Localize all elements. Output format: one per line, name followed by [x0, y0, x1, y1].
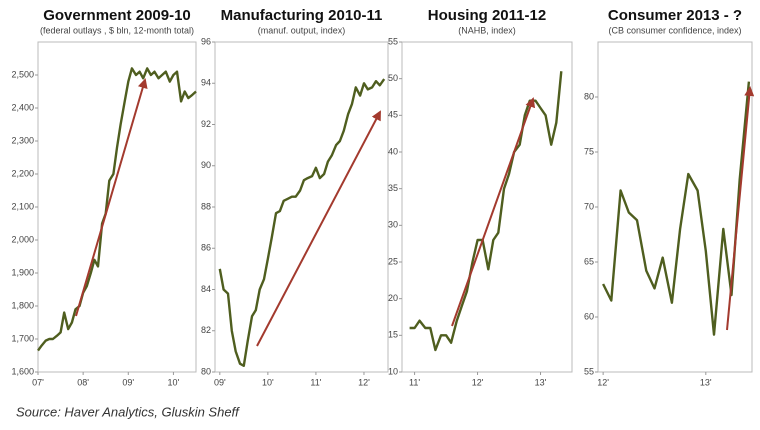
panel: Manufacturing 2010-11(manuf. output, ind… [201, 7, 389, 387]
y-tick-label: 2,200 [11, 168, 34, 178]
data-line [409, 71, 563, 352]
trend-arrow [256, 110, 381, 347]
x-tick-label: 10' [168, 377, 180, 387]
y-tick-label: 30 [388, 220, 398, 230]
y-tick-label: 2,500 [11, 69, 34, 79]
x-tick-label: 09' [214, 377, 226, 387]
chart-title: Housing 2011-12 [428, 7, 546, 24]
y-tick-label: 45 [388, 110, 398, 120]
chart-title: Government 2009-10 [43, 7, 191, 24]
y-tick-label: 10 [388, 366, 398, 376]
trend-arrow [726, 86, 755, 331]
y-tick-label: 65 [584, 256, 594, 266]
y-tick-label: 1,800 [11, 300, 34, 310]
panel: Housing 2011-12(NAHB, index) 10 15 20 25 30 35… [388, 7, 573, 387]
y-tick-label: 70 [584, 201, 594, 211]
y-tick-label: 2,400 [11, 102, 34, 112]
plot-frame [597, 41, 753, 373]
y-tick-label: 60 [584, 311, 594, 321]
y-tick-label: 2,000 [11, 234, 34, 244]
data-line [218, 78, 386, 367]
chart-title: Consumer 2013 - ? [608, 7, 742, 24]
panel: Government 2009-10(federal outlays , $ b… [11, 7, 197, 387]
x-tick-label: 13' [535, 377, 547, 387]
y-tick-label: 88 [201, 201, 211, 211]
y-tick-label: 82 [201, 325, 211, 335]
x-tick-label: 11' [310, 377, 321, 387]
y-tick-label: 84 [201, 284, 211, 294]
panel: Consumer 2013 - ?(CB consumer confidence… [584, 7, 753, 387]
y-tick-label: 20 [388, 293, 398, 303]
arrows [75, 78, 755, 347]
chart-subtitle: (manuf. output, index) [258, 25, 346, 35]
trend-arrow [451, 97, 536, 327]
x-tick-label: 07' [32, 377, 44, 387]
y-tick-label: 15 [388, 330, 398, 340]
y-tick-label: 1,700 [11, 333, 34, 343]
x-tick-label: 11' [409, 377, 420, 387]
y-tick-label: 50 [388, 73, 398, 83]
y-tick-label: 94 [201, 78, 211, 88]
y-tick-label: 55 [388, 36, 398, 46]
y-tick-label: 90 [201, 160, 211, 170]
chart-subtitle: (federal outlays , $ bln, 12-month total… [40, 25, 194, 35]
chart-subtitle: (CB consumer confidence, index) [608, 25, 741, 35]
y-tick-label: 1,900 [11, 267, 34, 277]
y-tick-label: 80 [201, 366, 211, 376]
x-tick-label: 12' [597, 377, 609, 387]
y-tick-label: 40 [388, 146, 398, 156]
y-tick-label: 1,600 [11, 366, 34, 376]
plot-frame [214, 41, 389, 373]
y-tick-label: 2,100 [11, 201, 34, 211]
y-tick-label: 2,300 [11, 135, 34, 145]
y-tick-label: 80 [584, 91, 594, 101]
source-note: Source: Haver Analytics, Gluskin Sheff [16, 404, 240, 419]
chart-subtitle: (NAHB, index) [458, 25, 516, 35]
y-tick-label: 92 [201, 119, 211, 129]
x-tick-label: 12' [472, 377, 484, 387]
x-tick-label: 10' [262, 377, 274, 387]
trend-arrow [75, 78, 148, 317]
y-tick-label: 35 [388, 183, 398, 193]
panels: Government 2009-10(federal outlays , $ b… [11, 7, 753, 387]
x-tick-label: 09' [122, 377, 134, 387]
data-line [37, 67, 197, 352]
y-tick-label: 96 [201, 36, 211, 46]
plot-frame [401, 41, 573, 373]
x-tick-label: 12' [358, 377, 370, 387]
chart-title: Manufacturing 2010-11 [221, 7, 383, 24]
x-tick-label: 08' [77, 377, 89, 387]
y-tick-label: 75 [584, 146, 594, 156]
y-tick-label: 25 [388, 256, 398, 266]
y-tick-label: 86 [201, 243, 211, 253]
data-line [602, 81, 751, 336]
y-tick-label: 55 [584, 366, 594, 376]
x-tick-label: 13' [700, 377, 712, 387]
